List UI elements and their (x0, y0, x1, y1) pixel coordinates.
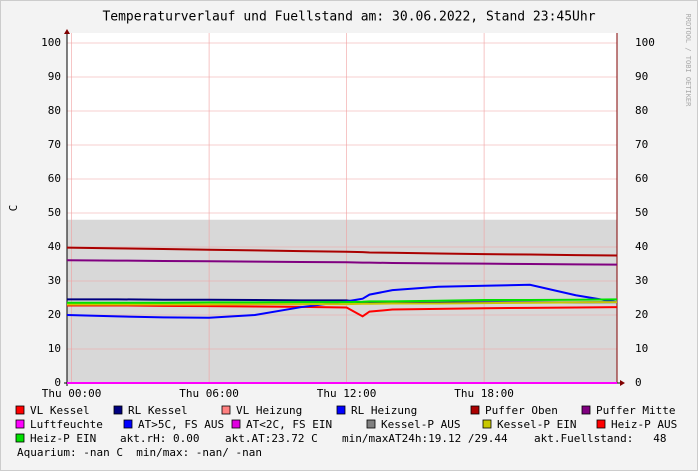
legend-swatch (15, 405, 25, 415)
legend-label: RL Kessel (128, 404, 188, 417)
legend-note: akt.Fuellstand: 48 (534, 432, 666, 445)
y-tick-label: 30 (48, 274, 61, 287)
y-tick-label: 0 (54, 376, 61, 389)
legend-label: Puffer Mitte (596, 404, 675, 417)
legend-label: Luftfeuchte (30, 418, 103, 431)
y-tick-label-right: 40 (635, 240, 648, 253)
legend-label: AT>5C, FS AUS (138, 418, 224, 431)
y-tick-label-right: 10 (635, 342, 648, 355)
x-axis-arrow (620, 380, 625, 386)
legend-label: Kessel-P AUS (381, 418, 460, 431)
series-line (67, 301, 618, 306)
legend-swatch (123, 419, 133, 429)
y-axis-arrow (64, 29, 70, 34)
y-tick-label-right: 30 (635, 274, 648, 287)
y-tick-label: 60 (48, 172, 61, 185)
series-line (66, 246, 618, 257)
y-tick-label-right: 50 (635, 206, 648, 219)
y-tick-label: 10 (48, 342, 61, 355)
series-line (67, 304, 618, 318)
legend-label: VL Heizung (236, 404, 302, 417)
legend-swatch (596, 419, 606, 429)
legend-label: Kessel-P EIN (497, 418, 576, 431)
series-line (66, 283, 618, 319)
legend-label: Heiz-P EIN (30, 432, 96, 445)
legend-swatch (113, 405, 123, 415)
y-tick-label: 40 (48, 240, 61, 253)
x-tick-label: Thu 00:00 (42, 387, 102, 400)
series-line (66, 259, 618, 266)
y-tick-label: 80 (48, 104, 61, 117)
legend-swatch (470, 405, 480, 415)
legend-swatch (15, 419, 25, 429)
legend-swatch (221, 405, 231, 415)
legend-note: akt.rH: 0.00 (120, 432, 199, 445)
y-tick-label-right: 60 (635, 172, 648, 185)
series-line (67, 298, 618, 304)
legend-swatch (366, 419, 376, 429)
y-tick-label-right: 20 (635, 308, 648, 321)
legend-swatch (482, 419, 492, 429)
legend-swatch (15, 433, 25, 443)
y-tick-label: 50 (48, 206, 61, 219)
legend-swatch (581, 405, 591, 415)
legend-note: akt.AT:23.72 C (225, 432, 318, 445)
chart-title: Temperaturverlauf und Fuellstand am: 30.… (102, 10, 595, 25)
y-tick-label-right: 80 (635, 104, 648, 117)
y-tick-label: 20 (48, 308, 61, 321)
legend-note: min/maxAT24h:19.12 /29.44 (342, 432, 508, 445)
y-axis-label: C (7, 205, 20, 212)
y-tick-label: 90 (48, 70, 61, 83)
y-tick-label-right: 90 (635, 70, 648, 83)
y-tick-label-right: 70 (635, 138, 648, 151)
y-tick-label-right: 0 (635, 376, 642, 389)
legend-label: VL Kessel (30, 404, 90, 417)
x-tick-label: Thu 12:00 (317, 387, 377, 400)
legend-swatch (336, 405, 346, 415)
legend-note: Aquarium: -nan C min/max: -nan/ -nan (17, 446, 262, 459)
legend-label: Heiz-P AUS (611, 418, 677, 431)
y-tick-label: 100 (41, 36, 61, 49)
legend-label: RL Heizung (351, 404, 417, 417)
legend-label: AT<2C, FS EIN (246, 418, 332, 431)
x-tick-label: Thu 18:00 (454, 387, 514, 400)
legend-label: Puffer Oben (485, 404, 558, 417)
y-tick-label: 70 (48, 138, 61, 151)
x-tick-label: Thu 06:00 (179, 387, 239, 400)
y-tick-label-right: 100 (635, 36, 655, 49)
watermark: RRDTOOL / TOBI OETIKER (684, 14, 692, 108)
legend-swatch (231, 419, 241, 429)
